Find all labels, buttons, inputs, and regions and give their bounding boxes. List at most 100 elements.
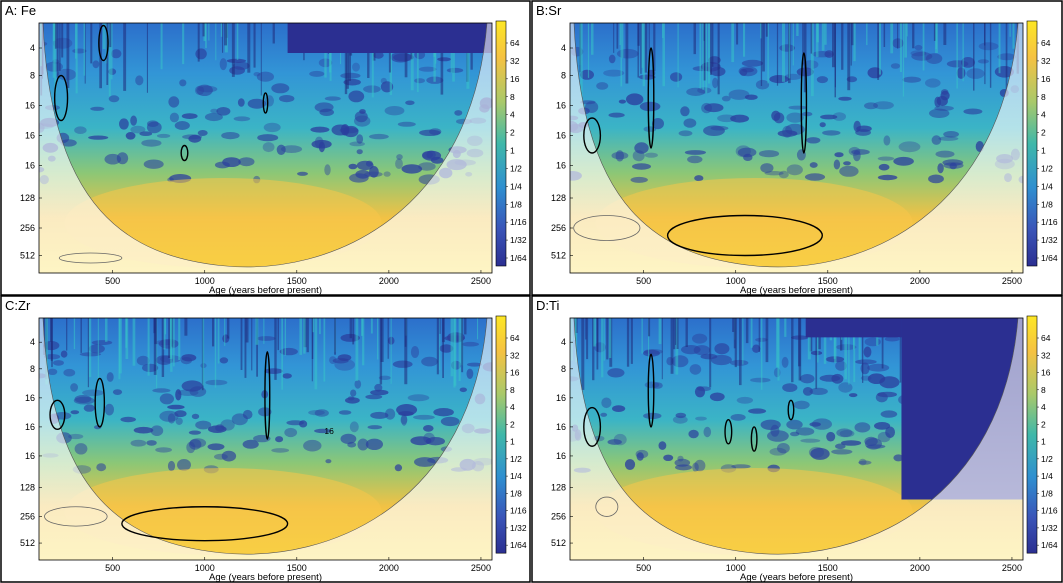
streak	[575, 318, 578, 363]
streak	[450, 318, 454, 377]
cone-of-influence	[39, 318, 492, 560]
power-texture	[570, 23, 1023, 184]
low-power-blob	[419, 129, 441, 136]
cone-of-influence-edge	[573, 318, 1019, 555]
streak	[217, 318, 220, 364]
low-power-blob	[314, 428, 332, 434]
low-power-blob	[877, 391, 897, 398]
colorbar-label: 1/16	[1041, 217, 1058, 227]
low-power-blob	[714, 343, 730, 355]
low-power-blob	[580, 100, 596, 105]
colorbar-label: 8	[1041, 92, 1046, 102]
low-power-blob	[136, 355, 150, 366]
streak	[45, 318, 48, 385]
streak	[733, 318, 736, 349]
low-power-blob	[139, 131, 153, 136]
low-power-blob	[928, 174, 944, 184]
low-power-blob	[680, 106, 690, 117]
colorbar-label: 2	[1041, 128, 1046, 138]
low-power-blob	[195, 420, 212, 430]
low-power-blob	[262, 142, 275, 153]
streak	[879, 23, 881, 75]
colorbar-label: 4	[510, 110, 515, 120]
colorbar	[495, 315, 507, 554]
y-tick-label: 512	[551, 251, 566, 261]
streak	[1012, 23, 1015, 49]
low-power-blob	[286, 420, 305, 426]
streak	[897, 23, 899, 49]
streak	[592, 318, 595, 381]
low-power-blob	[710, 125, 729, 131]
streak	[847, 23, 851, 91]
low-power-blob	[858, 458, 867, 466]
significance-contour	[262, 92, 269, 114]
cone-of-influence-edge	[573, 23, 1019, 268]
streak	[693, 23, 696, 55]
low-power-blob	[961, 57, 975, 68]
cone-of-influence-edge	[42, 318, 488, 555]
low-power-blob	[405, 100, 415, 106]
low-power-blob	[978, 42, 999, 51]
streak	[621, 23, 624, 59]
low-power-blob	[174, 121, 190, 130]
low-power-blob	[730, 414, 746, 421]
low-power-blob	[764, 171, 784, 176]
streak	[710, 23, 712, 75]
streak	[477, 318, 479, 340]
streak	[123, 23, 127, 91]
low-power-blob	[106, 372, 114, 382]
streak	[904, 23, 907, 58]
low-power-blob	[793, 400, 810, 410]
low-power-blob	[256, 71, 274, 82]
streak	[989, 23, 992, 88]
streak	[224, 318, 226, 346]
low-power-blob	[133, 426, 154, 434]
streak	[658, 318, 662, 345]
colorbar-label: 16	[1041, 74, 1051, 84]
low-power-blob	[116, 152, 129, 165]
x-tick-label: 500	[636, 563, 651, 573]
low-power-blob	[601, 397, 612, 409]
colorbar-label: 1/16	[1041, 506, 1058, 516]
x-tick-label: 2500	[1002, 276, 1022, 286]
streak	[247, 23, 251, 73]
low-power-blob	[180, 357, 192, 365]
streak	[933, 23, 936, 41]
streak	[203, 23, 206, 42]
colorbar-label: 32	[1041, 56, 1051, 66]
streak	[834, 23, 836, 88]
low-power-blob	[309, 70, 325, 77]
streak	[619, 23, 621, 45]
streak	[707, 23, 711, 84]
streak	[760, 23, 762, 39]
streak	[641, 23, 644, 68]
streak	[54, 23, 57, 94]
low-power-blob	[70, 410, 80, 415]
streak	[277, 318, 279, 351]
low-power-blob	[47, 368, 58, 375]
low-power-blob	[769, 447, 787, 456]
low-power-blob	[929, 108, 950, 119]
low-power-blob	[931, 135, 942, 145]
streak	[890, 23, 894, 54]
significance-contour	[98, 24, 109, 62]
low-power-blob	[130, 115, 138, 126]
low-power-blob	[467, 362, 482, 367]
power-texture	[39, 318, 492, 474]
colorbar-label: 64	[510, 38, 520, 48]
low-power-blob	[111, 49, 122, 59]
significance-contour	[583, 117, 602, 154]
y-tick-label: 16	[556, 451, 566, 461]
streak	[788, 23, 791, 79]
streak	[102, 23, 106, 50]
low-power-blob	[760, 163, 774, 173]
streak	[743, 23, 746, 57]
streak	[50, 318, 52, 342]
streak	[943, 23, 947, 45]
low-power-blob	[401, 413, 408, 426]
streak	[736, 23, 739, 45]
low-power-blob	[788, 105, 807, 110]
streak	[881, 318, 884, 369]
